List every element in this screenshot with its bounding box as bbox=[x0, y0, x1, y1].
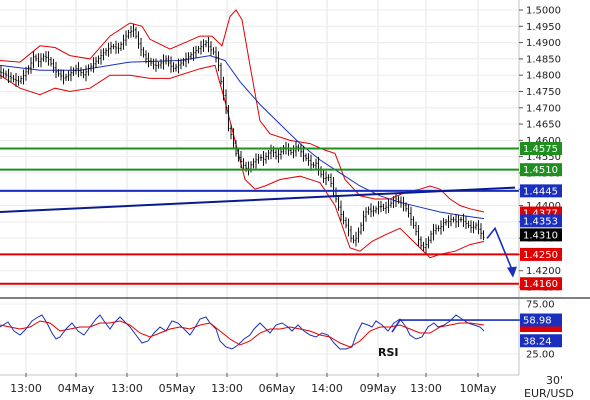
rsi-level-label: 58.98 bbox=[523, 316, 552, 327]
time-axis: 13:00 04May 13:00 05May 13:00 06May 14:00 09May… bbox=[0, 373, 519, 395]
moving-average-line bbox=[0, 55, 485, 220]
level-price-labels: 1.45751.45101.44451.42501.41601.43771.43… bbox=[520, 142, 562, 291]
price-label: 1.4377 bbox=[523, 209, 558, 220]
level-label: 1.4445 bbox=[523, 186, 558, 197]
price-tick-label: 1.4850 bbox=[526, 54, 561, 65]
time-tick-label: 14:00 bbox=[311, 382, 343, 395]
level-label: 1.4250 bbox=[523, 250, 558, 261]
rsi-tick-label: 25.00 bbox=[526, 350, 555, 361]
time-tick-label: 09May bbox=[360, 382, 397, 395]
level-label-box bbox=[520, 247, 562, 261]
rsi-level-label-box bbox=[520, 313, 562, 327]
price-tick-label: 1.4800 bbox=[526, 71, 561, 82]
rsi-series-line bbox=[0, 320, 485, 348]
level-label-box bbox=[520, 163, 562, 177]
timeframe-label: 30' bbox=[546, 374, 563, 387]
rsi-level-label: 38.24 bbox=[523, 336, 552, 347]
price-label-box bbox=[520, 228, 562, 242]
rsi-level-label-box bbox=[520, 334, 562, 348]
price-candles bbox=[0, 23, 485, 254]
trendline-line bbox=[0, 186, 516, 214]
horizontal-gridlines bbox=[0, 9, 519, 288]
level-label-box bbox=[520, 142, 562, 155]
level-label-box bbox=[520, 184, 562, 198]
time-tick-label: 10May bbox=[460, 382, 497, 395]
forecast-arrow-line bbox=[486, 226, 513, 270]
level-label: 1.4160 bbox=[523, 279, 558, 290]
price-tick-label: 1.4200 bbox=[526, 266, 561, 277]
price-tick-label: 1.4600 bbox=[526, 136, 561, 147]
forecast-arrow bbox=[486, 226, 517, 278]
rsi-tick-label: 75.00 bbox=[526, 300, 555, 311]
bollinger-upper-band bbox=[0, 9, 485, 213]
price-label-box bbox=[520, 214, 562, 228]
rsi-series-line bbox=[0, 314, 485, 350]
time-tick-label: 13:00 bbox=[211, 382, 243, 395]
price-tick-label: 1.4750 bbox=[526, 87, 561, 98]
time-tick-label: 13:00 bbox=[10, 382, 42, 395]
price-tick-label: 1.4950 bbox=[526, 22, 561, 33]
time-tick-label: 06May bbox=[259, 382, 296, 395]
forecast-arrow-head bbox=[507, 266, 517, 278]
trendline bbox=[0, 186, 516, 214]
bollinger-lower-band bbox=[0, 64, 485, 259]
time-tick-label: 13:00 bbox=[410, 382, 442, 395]
level-label: 1.4575 bbox=[523, 144, 558, 155]
price-tick-label: 1.4900 bbox=[526, 38, 561, 49]
time-tick-label: 05May bbox=[159, 382, 196, 395]
symbol-label: EUR/USD bbox=[524, 387, 574, 400]
bollinger-bands bbox=[0, 9, 485, 259]
rsi-panel: 75.00 25.00 58.98 38.24 RSI bbox=[0, 300, 562, 361]
price-tick-label: 1.4550 bbox=[526, 152, 561, 163]
price-label: 1.4353 bbox=[523, 216, 558, 227]
time-tick-label: 04May bbox=[58, 382, 95, 395]
moving-average bbox=[0, 55, 485, 220]
rsi-resistance-tail bbox=[391, 319, 401, 333]
level-label-box bbox=[520, 277, 562, 291]
time-tick-label: 13:00 bbox=[111, 382, 143, 395]
level-label: 1.4510 bbox=[523, 165, 558, 176]
price-tick-label: 1.5000 bbox=[526, 6, 561, 17]
rsi-title: RSI bbox=[378, 346, 399, 359]
price-label: 1.4310 bbox=[523, 230, 558, 241]
price-tick-label: 1.4700 bbox=[526, 103, 561, 114]
price-tick-label: 1.4650 bbox=[526, 120, 561, 131]
